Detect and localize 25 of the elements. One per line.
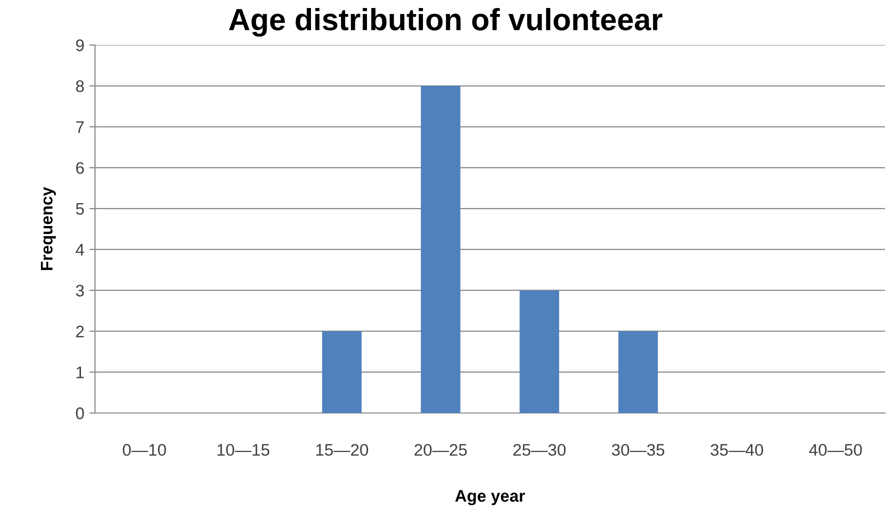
chart-title: Age distribution of vulonteear [228, 8, 662, 37]
x-tick-label: 0—10 [122, 444, 166, 456]
x-tick-label: 15—20 [316, 444, 368, 456]
y-tick-label: 0 [76, 407, 84, 420]
y-tick-label: 9 [76, 39, 84, 52]
y-axis-title: Frequency [40, 186, 56, 270]
x-tick-label: 10—15 [218, 444, 270, 456]
bar [520, 290, 560, 413]
bar [420, 86, 460, 413]
x-tick-label: 25—30 [513, 444, 566, 456]
bar [322, 331, 362, 413]
x-tick-label: 20—25 [414, 444, 467, 456]
bar [618, 331, 658, 413]
y-tick-label: 5 [76, 203, 84, 215]
x-tick-label: 30—35 [612, 444, 664, 456]
y-tick-label: 3 [76, 284, 84, 297]
x-axis-title: Age year [455, 490, 525, 506]
x-tick-label: 35—40 [710, 444, 764, 456]
x-tick-label: 40—50 [809, 444, 862, 456]
y-tick-label: 2 [76, 326, 84, 338]
y-tick-label: 7 [76, 121, 84, 133]
y-tick-label: 6 [76, 162, 84, 174]
y-tick-label: 8 [76, 80, 84, 92]
y-tick-label: 4 [76, 244, 84, 256]
y-tick-label: 1 [76, 366, 84, 378]
